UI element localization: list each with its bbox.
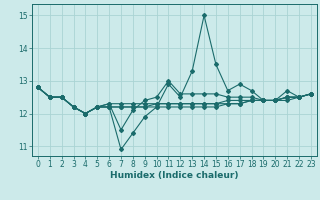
X-axis label: Humidex (Indice chaleur): Humidex (Indice chaleur)	[110, 171, 239, 180]
